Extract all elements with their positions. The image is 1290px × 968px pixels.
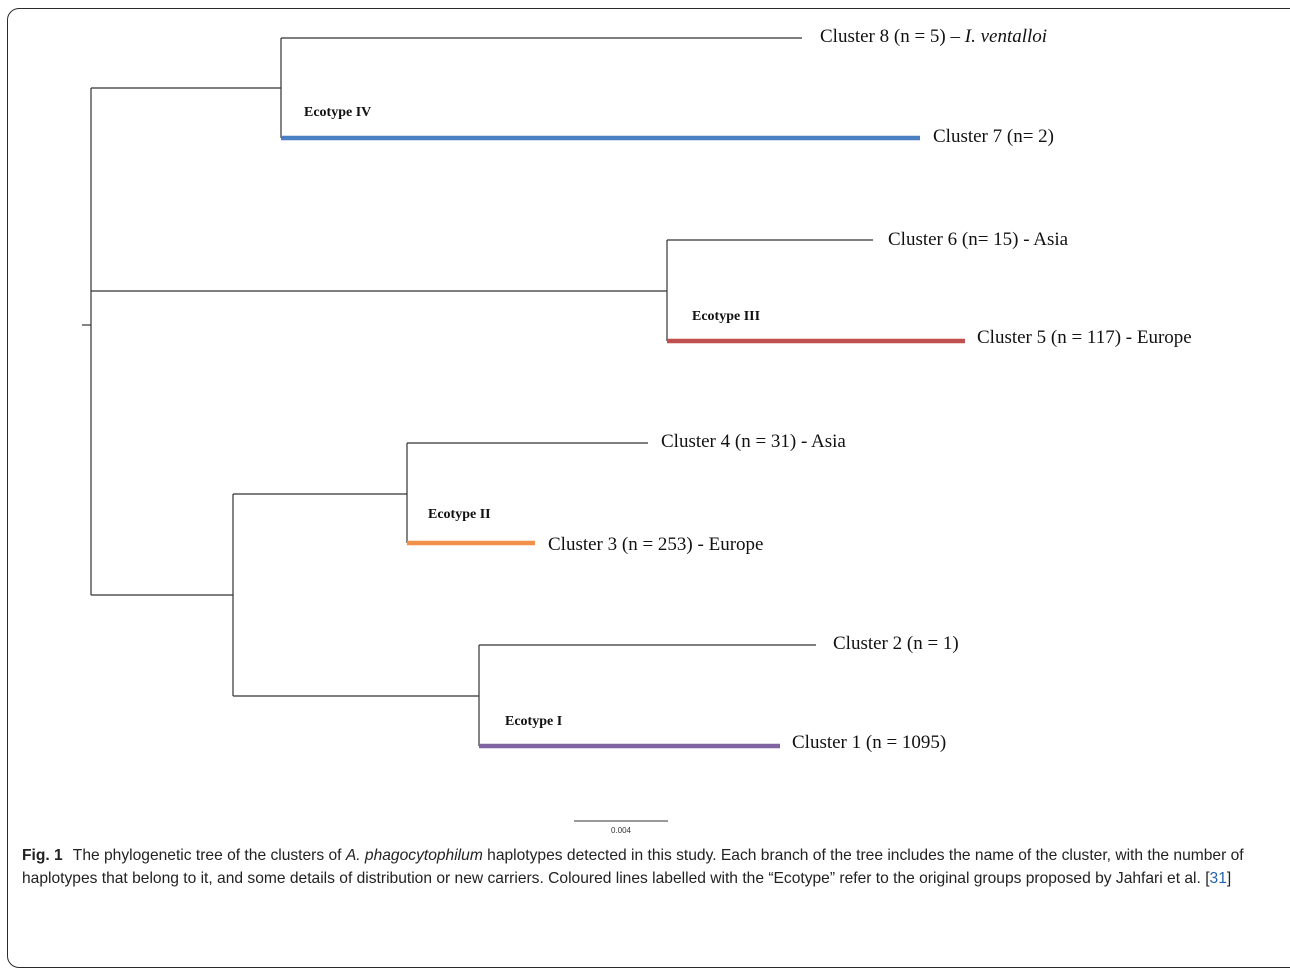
caption-ref-close: ] bbox=[1226, 870, 1232, 887]
caption-ref-open: [ bbox=[1205, 870, 1210, 887]
caption-species: A. phagocytophilum bbox=[345, 847, 483, 864]
leaf-label-cluster-6: Cluster 6 (n= 15) - Asia bbox=[888, 229, 1069, 250]
scale-bar-label: 0.004 bbox=[611, 826, 632, 835]
ecotype-iii-label: Ecotype III bbox=[692, 309, 760, 324]
figure-caption: Fig. 1 The phylogenetic tree of the clus… bbox=[22, 844, 1272, 890]
caption-text-1: The phylogenetic tree of the clusters of bbox=[72, 847, 346, 864]
leaf-label-cluster-1: Cluster 1 (n = 1095) bbox=[792, 732, 946, 753]
caption-text-2: haplotypes detected in this study. Each … bbox=[22, 847, 1244, 887]
leaf-label-cluster-8: Cluster 8 (n = 5) – I. ventalloi bbox=[820, 26, 1047, 47]
leaf-label-cluster-3: Cluster 3 (n = 253) - Europe bbox=[548, 534, 763, 555]
phylogenetic-tree: Cluster 8 (n = 5) – I. ventalloi Cluster… bbox=[82, 26, 1192, 835]
ecotype-ii-label: Ecotype II bbox=[428, 507, 491, 522]
reference-link[interactable]: 31 bbox=[1209, 870, 1227, 887]
ecotype-iv-label: Ecotype IV bbox=[304, 105, 371, 120]
ecotype-i-label: Ecotype I bbox=[505, 714, 562, 729]
leaf-label-cluster-7: Cluster 7 (n= 2) bbox=[933, 126, 1054, 147]
figure-label: Fig. 1 bbox=[22, 847, 63, 864]
leaf-label-cluster-5: Cluster 5 (n = 117) - Europe bbox=[977, 327, 1192, 348]
leaf-label-cluster-4: Cluster 4 (n = 31) - Asia bbox=[661, 431, 846, 452]
leaf-label-cluster-2: Cluster 2 (n = 1) bbox=[833, 633, 959, 654]
